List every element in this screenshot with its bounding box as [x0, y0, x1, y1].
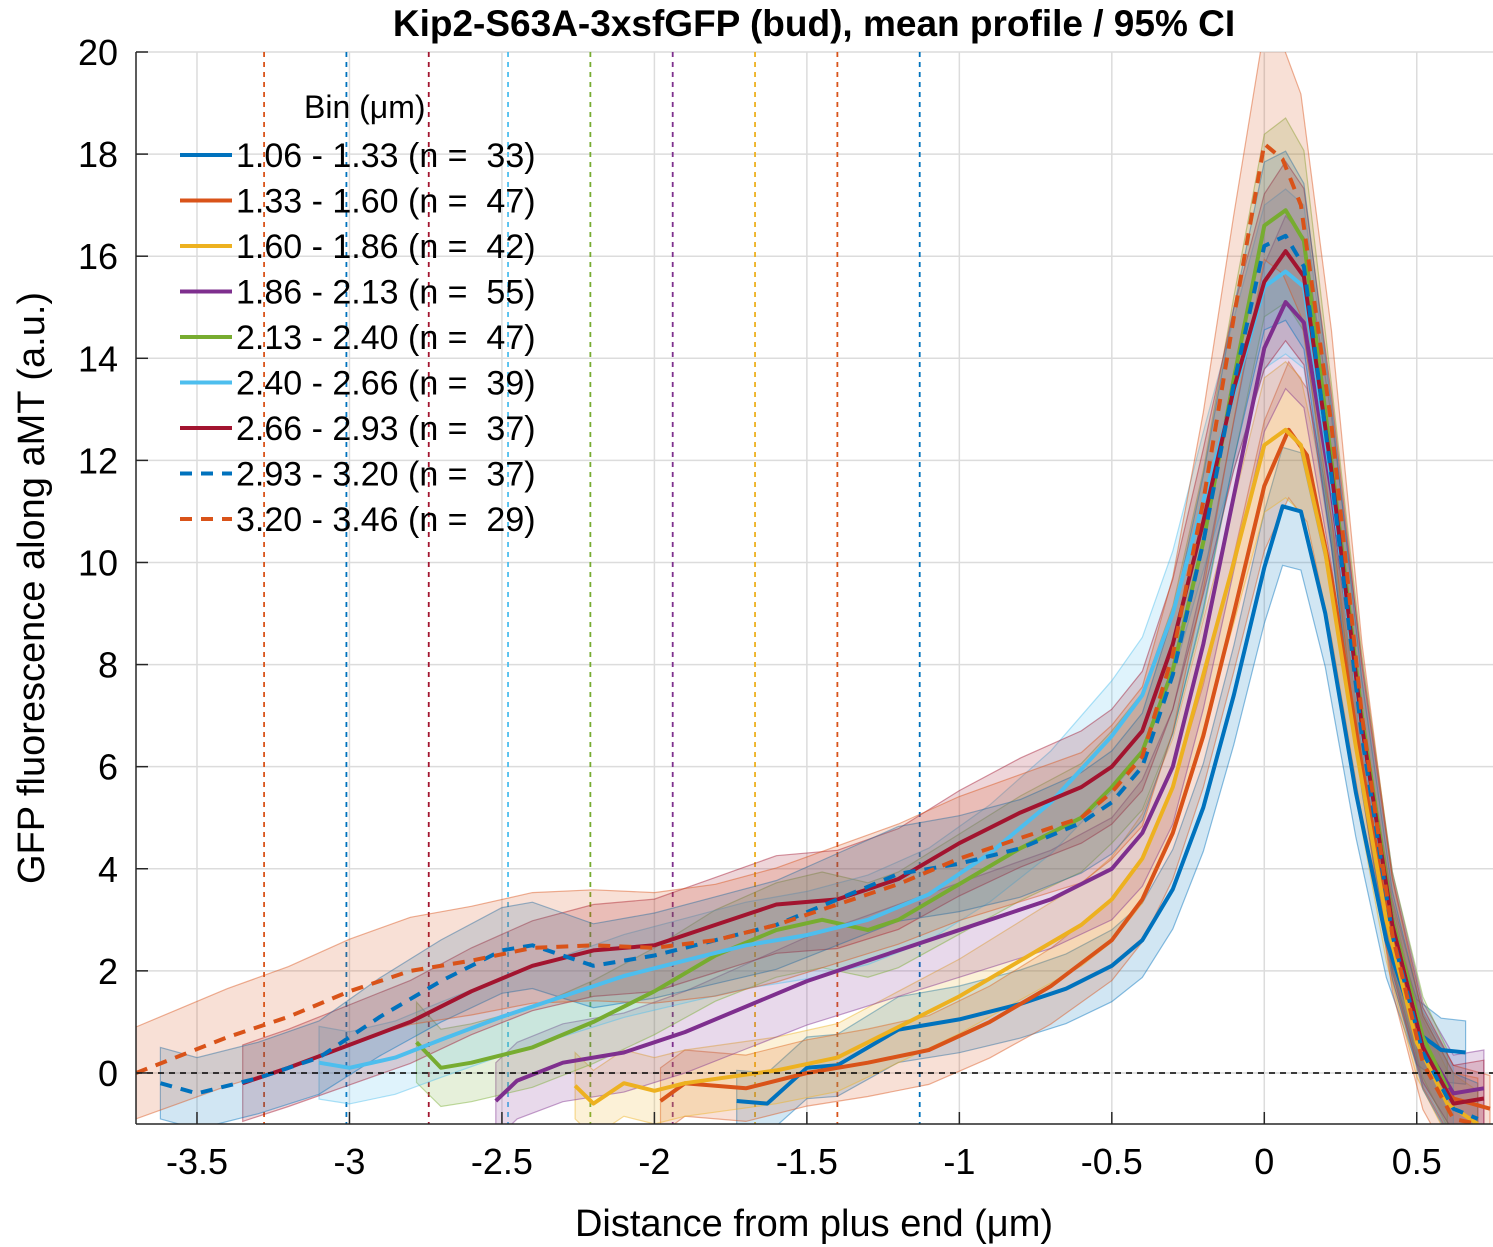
x-tick-label-3: -2 [638, 1141, 670, 1182]
legend-label-4: 1.86 - 2.13 (n = 55) [236, 274, 536, 312]
series-line-3 [573, 427, 1479, 1124]
chart-title: Kip2-S63A-3xsfGFP (bud), mean profile / … [393, 3, 1235, 44]
axes [135, 51, 1493, 1125]
ci-band-8 [159, 150, 1479, 1124]
legend-label-9: 3.20 - 3.46 (n = 29) [236, 501, 536, 539]
x-axis-label: Distance from plus end (μm) [575, 1203, 1053, 1245]
x-tick-label-6: -0.5 [1081, 1141, 1143, 1182]
series-line-1 [736, 504, 1466, 1106]
y-tick-label-9: 18 [78, 134, 118, 175]
y-tick-label-0: 0 [98, 1053, 118, 1094]
mean-profile-lines [136, 141, 1491, 1124]
x-tick-label-4: -1.5 [776, 1141, 838, 1182]
x-tick-label-7: 0 [1254, 1141, 1274, 1182]
y-tick-label-5: 10 [78, 542, 118, 583]
y-tick-label-3: 6 [98, 747, 118, 788]
y-tick-label-6: 12 [78, 440, 118, 481]
x-tick-label-0: -3.5 [166, 1141, 228, 1182]
legend-label-5: 2.13 - 2.40 (n = 47) [236, 319, 536, 357]
plot-area [136, 52, 1493, 1124]
y-axis-label: GFP fluorescence along aMT (a.u.) [11, 292, 53, 884]
legend-label-8: 2.93 - 3.20 (n = 37) [236, 456, 536, 494]
y-tick-label-2: 4 [98, 849, 118, 890]
legend-title: Bin (μm) [304, 89, 426, 125]
x-tick-label-1: -3 [333, 1141, 365, 1182]
ci-band-1 [736, 446, 1467, 1124]
y-tick-label-10: 20 [78, 32, 118, 73]
ci-band-4 [495, 214, 1485, 1124]
ci-bands [136, 52, 1491, 1124]
legend-label-3: 1.60 - 1.86 (n = 42) [236, 228, 536, 266]
y-tick-label-7: 14 [78, 338, 118, 379]
x-tick-label-5: -1 [943, 1141, 975, 1182]
legend: Bin (μm) 1.06 - 1.33 (n = 33) 1.33 - 1.60… [180, 89, 536, 539]
legend-label-7: 2.66 - 2.93 (n = 37) [236, 410, 536, 448]
legend-label-1: 1.06 - 1.33 (n = 33) [236, 137, 536, 175]
y-tick-label-1: 2 [98, 951, 118, 992]
x-tick-label-2: -2.5 [471, 1141, 533, 1182]
series-line-2 [659, 427, 1491, 1111]
y-tick-label-4: 8 [98, 645, 118, 686]
series-line-8 [159, 233, 1479, 1121]
series-line-5 [415, 208, 1450, 1090]
ci-band-6 [318, 188, 1455, 1124]
tick-labels: 0 2 4 6 8 10 12 14 16 18 20 -3.5 -3 -2.5 -2 -1.5 -1 -0.5 0… [78, 32, 1442, 1182]
legend-label-2: 1.33 - 1.60 (n = 47) [236, 183, 536, 221]
legend-label-6: 2.40 - 2.66 (n = 39) [236, 365, 536, 403]
y-tick-label-8: 16 [78, 236, 118, 277]
x-tick-label-8: 0.5 [1392, 1141, 1442, 1182]
ci-band-5 [415, 117, 1448, 1124]
ci-band-9 [136, 52, 1479, 1124]
